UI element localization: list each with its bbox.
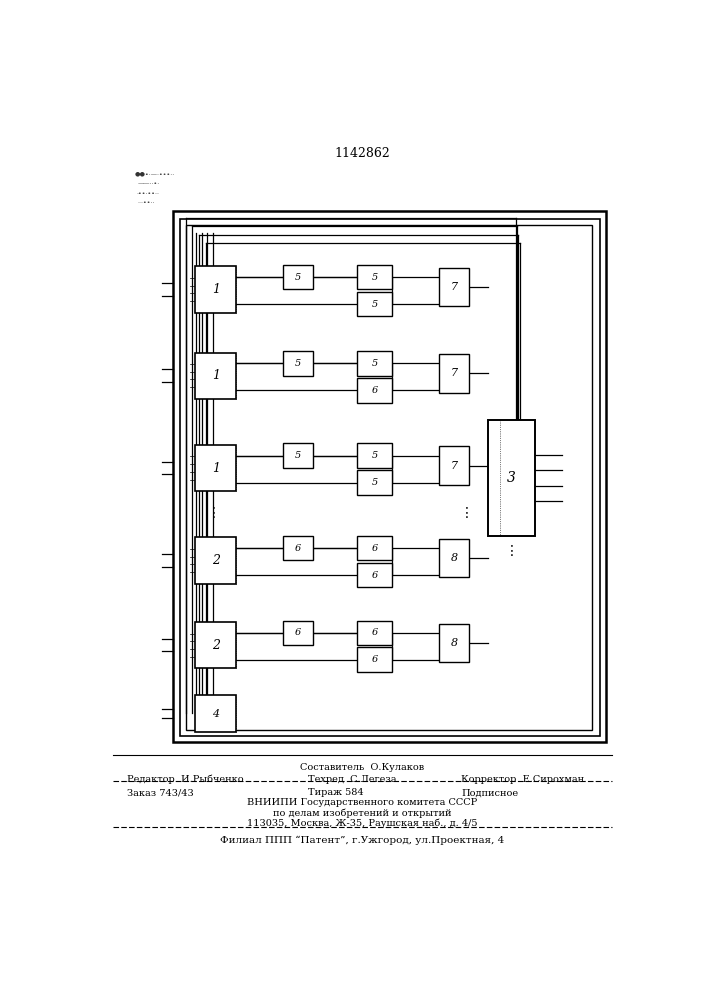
Text: 5: 5 <box>372 359 378 368</box>
Text: 6: 6 <box>372 544 378 553</box>
Text: ⋮: ⋮ <box>460 506 474 520</box>
Bar <box>439 624 469 662</box>
Text: 8: 8 <box>450 638 457 648</box>
Text: 2: 2 <box>212 639 220 652</box>
Bar <box>173 211 606 742</box>
Text: 6: 6 <box>295 544 301 553</box>
Text: 5: 5 <box>372 478 378 487</box>
Bar <box>357 647 392 672</box>
Text: 6: 6 <box>372 386 378 395</box>
Text: Корректор  Е.Сирохман: Корректор Е.Сирохман <box>461 774 584 784</box>
Bar <box>180 219 600 736</box>
Bar <box>357 265 392 289</box>
Text: Техред  С.Легеза: Техред С.Легеза <box>308 774 396 784</box>
Text: 5: 5 <box>295 273 301 282</box>
Text: 1: 1 <box>212 283 220 296</box>
Text: 3: 3 <box>507 471 516 485</box>
Text: 5: 5 <box>295 359 301 368</box>
Text: 1: 1 <box>212 462 220 475</box>
Text: ●●•·—·•••··: ●●•·—·•••·· <box>135 171 175 176</box>
Bar <box>489 420 535 536</box>
Bar <box>186 225 592 730</box>
Bar <box>283 265 313 289</box>
Text: 5: 5 <box>372 451 378 460</box>
Bar <box>439 446 469 485</box>
Bar <box>357 378 392 403</box>
Text: ВНИИПИ Государственного комитета СССР: ВНИИПИ Государственного комитета СССР <box>247 798 477 807</box>
Bar <box>439 268 469 306</box>
Bar <box>195 445 236 491</box>
Text: Составитель  О.Кулаков: Составитель О.Кулаков <box>300 763 424 772</box>
Bar <box>357 292 392 316</box>
Bar <box>283 351 313 376</box>
Text: 7: 7 <box>450 461 457 471</box>
Text: 5: 5 <box>295 451 301 460</box>
Bar <box>195 537 236 584</box>
Text: 6: 6 <box>295 628 301 637</box>
Text: Филиал ППП “Патент”, г.Ужгород, ул.Проектная, 4: Филиал ППП “Патент”, г.Ужгород, ул.Проек… <box>220 836 505 845</box>
Text: Тираж 584: Тираж 584 <box>308 788 363 797</box>
Text: Редактор  И.Рыбченко: Редактор И.Рыбченко <box>127 774 243 784</box>
Text: 2: 2 <box>212 554 220 567</box>
Text: 7: 7 <box>450 282 457 292</box>
Bar <box>439 539 469 577</box>
Text: 8: 8 <box>450 553 457 563</box>
Text: 6: 6 <box>372 571 378 580</box>
Bar <box>357 620 392 645</box>
Bar <box>195 622 236 668</box>
Bar <box>357 563 392 587</box>
Text: ⋮: ⋮ <box>206 506 221 520</box>
Text: ·••·••··: ·••·••·· <box>136 191 160 196</box>
Text: ——··•·: ——··•· <box>138 181 160 186</box>
Text: по делам изобретений и открытий: по делам изобретений и открытий <box>273 808 452 818</box>
Text: 5: 5 <box>372 273 378 282</box>
Text: 6: 6 <box>372 655 378 664</box>
Text: ⋮: ⋮ <box>504 544 518 558</box>
Bar <box>283 536 313 560</box>
Bar <box>439 354 469 393</box>
Text: Заказ 743/43: Заказ 743/43 <box>127 788 194 797</box>
Text: ···••··: ···••·· <box>138 200 156 205</box>
Bar <box>195 266 236 312</box>
Bar <box>357 470 392 495</box>
Text: 5: 5 <box>372 300 378 309</box>
Bar <box>357 443 392 468</box>
Bar <box>357 351 392 376</box>
Bar <box>283 443 313 468</box>
Bar <box>357 536 392 560</box>
Text: 1142862: 1142862 <box>334 147 390 160</box>
Bar <box>195 695 236 732</box>
Text: 6: 6 <box>372 628 378 637</box>
Bar <box>195 353 236 399</box>
Text: 4: 4 <box>212 709 219 719</box>
Text: 113035, Москва, Ж-35, Раушская наб., д. 4/5: 113035, Москва, Ж-35, Раушская наб., д. … <box>247 818 478 828</box>
Text: 7: 7 <box>450 368 457 378</box>
Text: 1: 1 <box>212 369 220 382</box>
Bar <box>283 620 313 645</box>
Text: Подписное: Подписное <box>461 788 518 797</box>
